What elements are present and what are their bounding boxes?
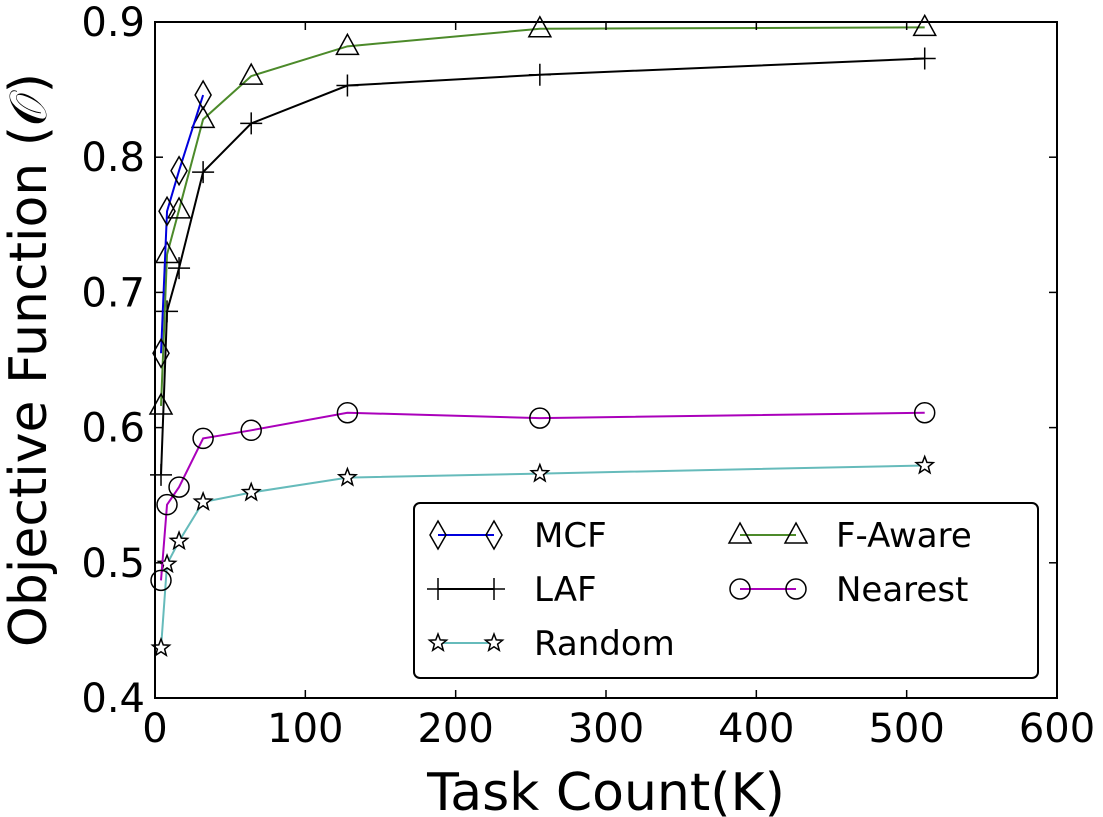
legend-label-random: Random [534, 624, 675, 664]
y-tick-label: 0.4 [81, 676, 145, 722]
x-tick-label: 600 [1019, 706, 1095, 752]
data-point-f-aware [238, 62, 264, 85]
data-point-random [336, 466, 359, 487]
legend-label-nearest: Nearest [836, 570, 968, 610]
series-line-nearest [160, 411, 925, 581]
legend-marker-nearest [729, 578, 751, 600]
data-point-nearest [336, 401, 359, 424]
data-point-nearest [150, 569, 172, 592]
data-point-nearest [240, 419, 262, 442]
data-point-laf [168, 257, 191, 280]
data-point-nearest [913, 401, 936, 424]
legend-marker-mcf [429, 519, 447, 551]
series-line-laf [160, 57, 925, 475]
x-tick-label: 500 [868, 706, 944, 752]
legend-box [413, 502, 1039, 679]
data-point-random [192, 490, 214, 511]
x-tick-label: 400 [718, 706, 794, 752]
legend-label-mcf: MCF [534, 516, 607, 556]
legend-marker-laf [483, 578, 505, 600]
x-axis-title: Task Count(K) [426, 763, 785, 817]
data-point-mcf [194, 79, 212, 111]
legend-item-laf: LAF [427, 570, 597, 610]
data-point-random [168, 530, 190, 551]
data-point-nearest [168, 476, 190, 498]
legend-marker-random [483, 631, 505, 653]
data-point-nearest [192, 427, 214, 450]
y-tick-label: 0.8 [81, 135, 145, 181]
x-tick-label: 100 [267, 706, 343, 752]
legend: MCF LAF Random F-Aware Nearest [413, 502, 1039, 679]
legend-marker-f-aware [783, 521, 809, 544]
data-point-f-aware [912, 13, 937, 37]
data-point-mcf [158, 195, 176, 227]
legend-item-mcf: MCF [429, 516, 607, 556]
legend-marker-mcf [485, 519, 503, 551]
legend-marker-laf [427, 578, 449, 600]
y-axis: 0.4 0.5 0.6 0.7 0.8 0.9 [81, 0, 1057, 722]
series-mcf [152, 79, 212, 369]
data-point-mcf [170, 155, 188, 187]
legend-marker-nearest [785, 578, 807, 600]
data-point-laf [150, 463, 173, 486]
data-point-laf [240, 112, 263, 135]
data-point-f-aware [527, 15, 553, 38]
data-point-random [529, 462, 551, 483]
data-point-laf [528, 63, 551, 86]
data-point-laf [913, 47, 936, 70]
series-line-f-aware [160, 26, 925, 407]
y-tick-label: 0.6 [81, 406, 145, 452]
x-tick-label: 200 [417, 706, 493, 752]
data-point-f-aware [190, 105, 216, 129]
x-tick-label: 300 [568, 706, 644, 752]
plot-area [148, 13, 937, 657]
y-axis-title: Objective Function (𝒪) [0, 73, 59, 647]
data-point-f-aware [154, 240, 180, 264]
data-point-nearest [156, 493, 178, 516]
legend-item-nearest: Nearest [729, 570, 968, 610]
data-point-laf [156, 300, 179, 323]
y-tick-label: 0.7 [81, 270, 145, 316]
x-axis: 0 100 200 300 400 500 600 [142, 22, 1095, 752]
series-random [150, 454, 936, 657]
series-nearest [150, 401, 936, 592]
series-f-aware [148, 13, 937, 415]
legend-label-laf: LAF [534, 570, 597, 610]
data-point-f-aware [335, 32, 360, 56]
data-point-random [240, 481, 262, 502]
y-tick-label: 0.9 [81, 0, 145, 46]
legend-item-f-aware: F-Aware [727, 516, 972, 556]
data-point-random [914, 454, 936, 475]
legend-marker-random [427, 631, 449, 653]
y-tick-label: 0.5 [81, 541, 145, 587]
x-tick-label: 0 [142, 706, 167, 752]
data-point-laf [336, 74, 359, 97]
legend-label-f-aware: F-Aware [836, 516, 972, 556]
series-laf [150, 47, 936, 486]
data-point-random [156, 553, 178, 574]
series-line-mcf [160, 94, 205, 354]
legend-item-random: Random [427, 624, 675, 664]
data-point-nearest [529, 407, 551, 429]
legend-marker-f-aware [727, 521, 753, 544]
data-point-laf [192, 161, 215, 184]
